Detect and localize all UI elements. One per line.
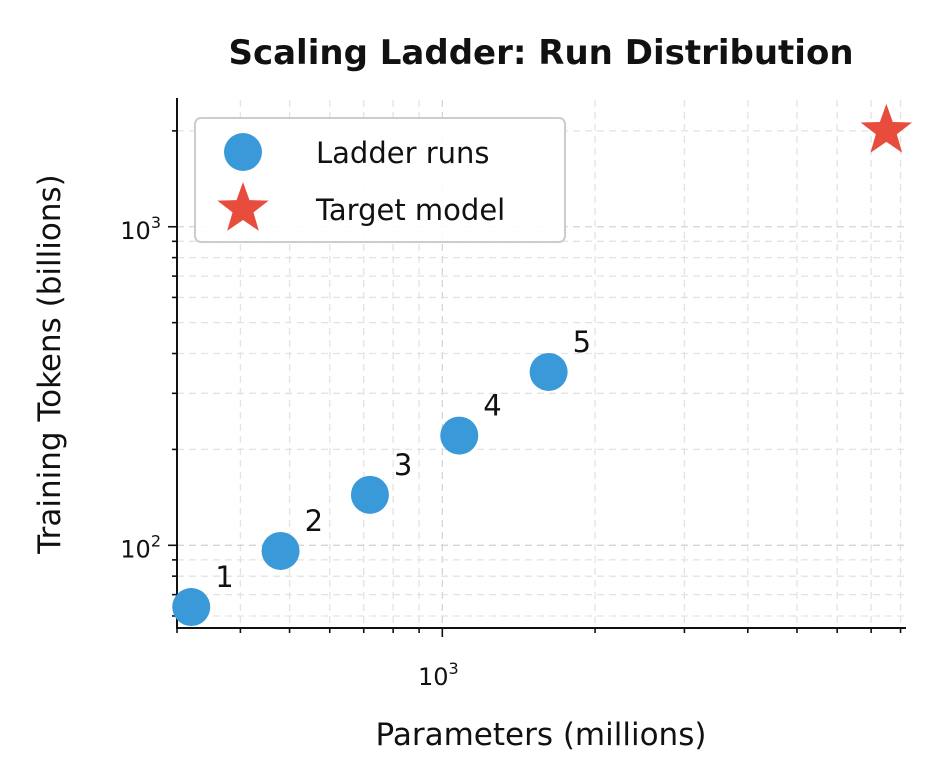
x-axis-label: Parameters (millions) [376,717,707,753]
y-axis-label: Training Tokens (billions) [32,174,68,554]
point-label: 3 [394,448,412,482]
ladder-run-point [172,588,211,627]
legend-circle-icon [224,133,262,171]
point-label: 5 [573,325,591,359]
y-tick-label: 103 [120,213,161,245]
ladder-run-point [529,352,568,391]
point-label: 2 [305,504,323,538]
ladder-run-point [440,416,479,455]
legend-star-icon [217,182,269,231]
legend-entry-label: Target model [315,193,505,227]
axes [176,98,906,629]
legend: Ladder runs Target model [194,117,566,243]
legend-box [194,117,566,243]
point-label: 1 [215,560,233,594]
ladder-run-point [261,531,300,570]
ladder-run-point [350,475,389,514]
x-tick-label: 103 [418,659,459,691]
ticks: 103 102 103 [120,130,902,691]
chart-title: Scaling Ladder: Run Distribution [228,33,853,73]
data-marks: 1 2 3 4 5 [172,103,913,627]
target-model-star [860,103,913,153]
legend-entry-label: Ladder runs [316,136,490,170]
y-tick-label: 102 [120,531,161,563]
point-label: 4 [483,389,501,423]
